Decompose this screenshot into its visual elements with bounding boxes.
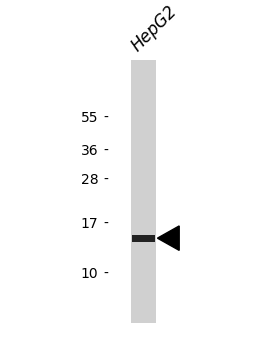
Text: -: - — [104, 110, 109, 125]
Text: -: - — [104, 144, 109, 158]
Text: 17: 17 — [81, 217, 99, 231]
Text: -: - — [104, 173, 109, 187]
Text: 28: 28 — [81, 173, 99, 187]
Bar — [131, 60, 156, 323]
Text: 55: 55 — [81, 110, 99, 125]
Text: 10: 10 — [81, 266, 99, 281]
Text: -: - — [104, 266, 109, 281]
Text: -: - — [104, 217, 109, 231]
Text: 36: 36 — [81, 144, 99, 158]
Bar — [132, 235, 155, 242]
Polygon shape — [157, 226, 179, 251]
Text: HepG2: HepG2 — [128, 2, 181, 55]
